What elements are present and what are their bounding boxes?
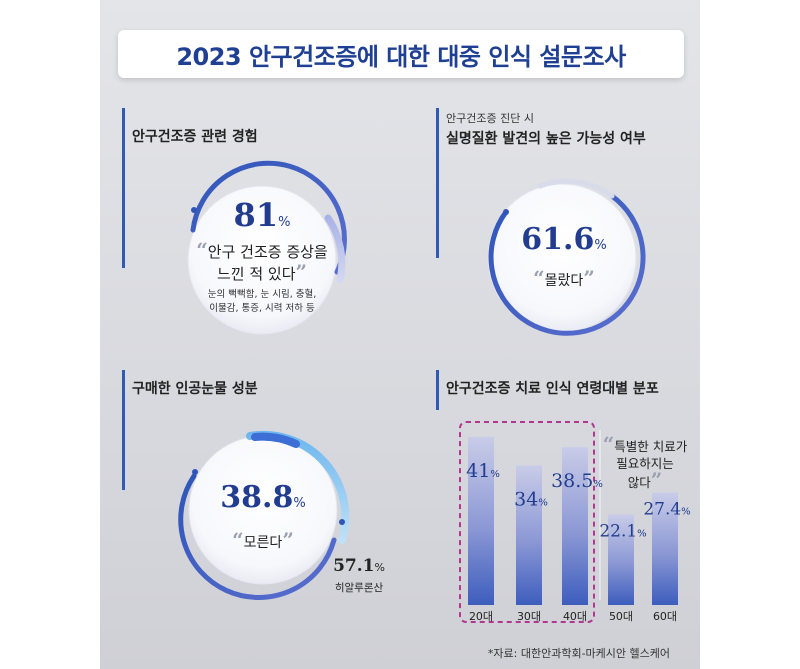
panel1-disc — [187, 185, 337, 335]
panel4-accent-bar — [436, 370, 439, 410]
panel3-header: 구매한 인공눈물 성분 — [122, 370, 382, 490]
bar-20대 — [468, 436, 494, 605]
panel3-quote-text: 모른다 — [243, 535, 283, 551]
panel1-note-line1: 눈의 뻑뻑함, 눈 시림, 충혈, — [207, 289, 317, 300]
infographic-poster: 2023 안구건조증에 대한 대중 인식 설문조사 안구건조증 관련 경험 안구… — [100, 0, 700, 669]
panel3-outer-unit: % — [374, 561, 385, 574]
panel4-annotation: “특별한 치료가 필요하지는 않다” — [600, 434, 690, 492]
age-bar-chart: 41% 34%38.5% 22.1%27.4% 20대 30대 40대 50대 60대 — [459, 421, 691, 623]
bar-value-label: 41% — [466, 460, 500, 482]
panel4-quote-open: “ — [602, 432, 615, 456]
panel1-arc-main — [190, 160, 347, 275]
panel4-quote-close: ” — [650, 468, 663, 492]
bar-category-label: 60대 — [653, 610, 677, 623]
panel3-heading: 구매한 인공눈물 성분 — [132, 381, 258, 397]
panel3-outer-number: 57.1 — [333, 556, 375, 576]
panel3-outer-dot — [339, 519, 345, 525]
bar-40대 — [562, 447, 588, 605]
panel4-header: 안구건조증 치료 인식 연령대별 분포 — [436, 370, 696, 420]
panel3-outer-label: 히알루론산 — [334, 582, 384, 594]
panel1-quote-line2: 느낀 적 있다 — [216, 265, 296, 283]
panel2-marker-dot — [503, 209, 509, 215]
panel3-marker-dot — [192, 469, 198, 475]
panel2-heading: 실명질환 발견의 높은 가능성 여부 — [446, 131, 646, 147]
panel1-quote: “안구 건조증 증상을 느낀 적 있다” — [182, 240, 342, 284]
panel1-note-line2: 이물감, 통증, 시력 저하 등 — [209, 303, 315, 314]
panel3-arc-main — [178, 473, 337, 601]
panel1-heading: 안구건조증 관련 경험 — [132, 129, 258, 145]
source-note: *자료: 대한안과학회-마케시안 헬스케어 — [487, 647, 670, 660]
bar-value-label: 22.1% — [599, 521, 646, 541]
panel1-quote-line1: 안구 건조증 증상을 — [207, 243, 328, 261]
panel2-value-number: 61.6 — [521, 222, 595, 257]
panel2-ring — [487, 178, 646, 336]
panel3-quote-open: “ — [232, 528, 244, 552]
title-banner: 2023 안구건조증에 대한 대중 인식 설문조사 — [118, 30, 684, 78]
panel1-quote-close: ” — [295, 260, 308, 284]
panel3-value-number: 38.8 — [220, 480, 294, 515]
page-title: 2023 안구건조증에 대한 대중 인식 설문조사 — [176, 42, 626, 71]
panel3-quote-close: ” — [282, 528, 294, 552]
panel1-marker-dot — [191, 207, 197, 213]
panel2-arc-rest — [537, 178, 615, 199]
bar-30대 — [516, 465, 542, 605]
panel1-accent-bar — [122, 108, 125, 268]
panel2-value-unit: % — [594, 238, 607, 253]
rings-layer — [178, 160, 646, 601]
panel3-value-unit: % — [293, 496, 306, 511]
bar-value-label: 34% — [514, 489, 548, 511]
panel2-arc-main — [488, 193, 646, 336]
bar-60대 — [652, 492, 678, 605]
panel2-accent-bar — [436, 108, 439, 258]
panel2-value: 61.6% — [502, 222, 626, 257]
bar-category-label: 30대 — [517, 610, 541, 623]
panel2-quote-close: ” — [583, 266, 595, 290]
panel3-quote: “모른다” — [198, 528, 328, 552]
panel1-note: 눈의 뻑뻑함, 눈 시림, 충혈, 이물감, 통증, 시력 저하 등 — [192, 288, 332, 316]
panel3-arc-accent — [251, 432, 300, 448]
panel3-accent-bar — [122, 370, 125, 490]
panel1-ring — [187, 160, 347, 335]
panel4-annotation-line3: 않다 — [627, 475, 651, 490]
bar-category-label: 40대 — [563, 610, 587, 623]
panel2-quote-open: “ — [533, 266, 545, 290]
panel1-quote-open: “ — [196, 238, 208, 262]
panel1-arc-outer — [324, 214, 346, 284]
panel1-header: 안구건조증 관련 경험 — [122, 108, 382, 268]
panel2-quote: “몰랐다” — [502, 266, 626, 290]
panel1-value-unit: % — [278, 215, 291, 230]
panel4-annotation-line2: 필요하지는 — [616, 456, 674, 471]
bar-50대 — [608, 514, 634, 605]
bar-value-label: 27.4% — [643, 500, 690, 520]
bar-category-label: 20대 — [469, 610, 493, 623]
panel1-value-number: 81 — [233, 196, 279, 234]
highlight-box — [459, 421, 595, 623]
panel3-ring — [178, 430, 350, 601]
bar-value-label: 38.5% — [551, 470, 603, 492]
panel4-annotation-line1: 특별한 치료가 — [614, 439, 688, 454]
panel1-value: 81% — [200, 196, 324, 234]
panel2-header: 안구건조증 진단 시 실명질환 발견의 높은 가능성 여부 — [436, 108, 696, 258]
panel2-subheading: 안구건조증 진단 시 — [446, 112, 534, 125]
panel2-quote-text: 몰랐다 — [544, 273, 584, 289]
bar-category-label: 50대 — [609, 610, 633, 623]
panel3-outer-value: 57.1% — [324, 556, 394, 576]
panel4-heading: 안구건조증 치료 인식 연령대별 분포 — [446, 381, 659, 397]
panel3-value: 38.8% — [198, 480, 328, 515]
